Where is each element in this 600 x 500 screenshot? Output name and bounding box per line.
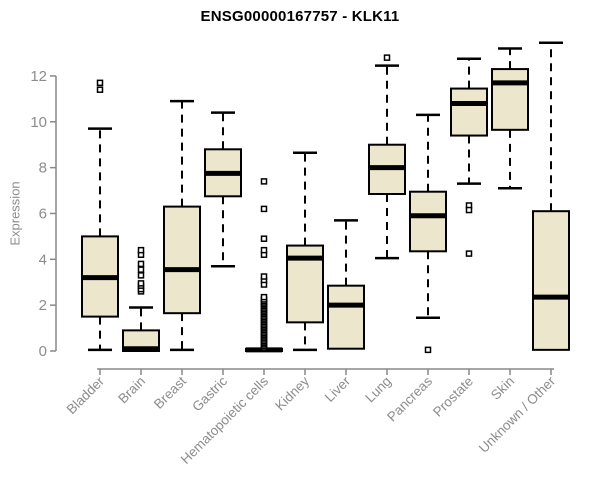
y-tick-label-2: 2 (39, 297, 47, 314)
outlier-point-lung (383, 54, 391, 61)
x-tick-label-skin: Skin (488, 374, 517, 403)
x-tick-label-bladder: Bladder (64, 373, 108, 417)
x-tick-label-unknown-other: Unknown / Other (476, 373, 559, 456)
outlier-point-brain (137, 280, 145, 287)
outlier-point-brain (137, 246, 145, 254)
y-tick-label-8: 8 (39, 160, 47, 177)
box-liver (327, 284, 365, 350)
x-tick-label-liver: Liver (322, 373, 354, 405)
box-breast (163, 205, 201, 315)
x-tick-label-breast: Breast (151, 373, 189, 411)
outlier-point-bladder (96, 86, 104, 93)
outlier-point-hematopoietic-cells (260, 235, 268, 242)
outlier-point-hematopoietic-cells (260, 293, 268, 301)
x-tick-label-gastric: Gastric (189, 373, 230, 414)
y-tick-label-0: 0 (39, 343, 47, 360)
x-tick-label-pancreas: Pancreas (384, 373, 435, 424)
box-unknown-other (532, 210, 570, 351)
outlier-point-hematopoietic-cells (260, 205, 268, 213)
outlier-point-pancreas (424, 346, 432, 354)
y-tick-label-4: 4 (39, 251, 47, 268)
x-tick-label-lung: Lung (362, 374, 394, 406)
outlier-point-brain (137, 272, 145, 279)
y-tick-label-12: 12 (30, 68, 47, 85)
chart-title: ENSG00000167757 - KLK11 (200, 8, 400, 25)
outlier-point-hematopoietic-cells (260, 273, 268, 280)
box-prostate (450, 87, 488, 137)
outlier-point-prostate (465, 250, 473, 257)
outlier-point-brain (137, 266, 145, 273)
outlier-point-bladder (96, 79, 104, 87)
outlier-point-hematopoietic-cells (260, 178, 268, 185)
y-tick-label-10: 10 (30, 114, 47, 131)
x-tick-label-prostate: Prostate (430, 374, 476, 420)
y-tick-label-6: 6 (39, 205, 47, 222)
outlier-point-brain (137, 260, 145, 268)
outlier-point-prostate (465, 206, 473, 214)
outlier-point-hematopoietic-cells (260, 246, 268, 254)
x-tick-label-brain: Brain (115, 374, 148, 407)
box-skin (491, 68, 529, 131)
x-tick-label-kidney: Kidney (272, 373, 312, 413)
box-pancreas (409, 190, 447, 253)
